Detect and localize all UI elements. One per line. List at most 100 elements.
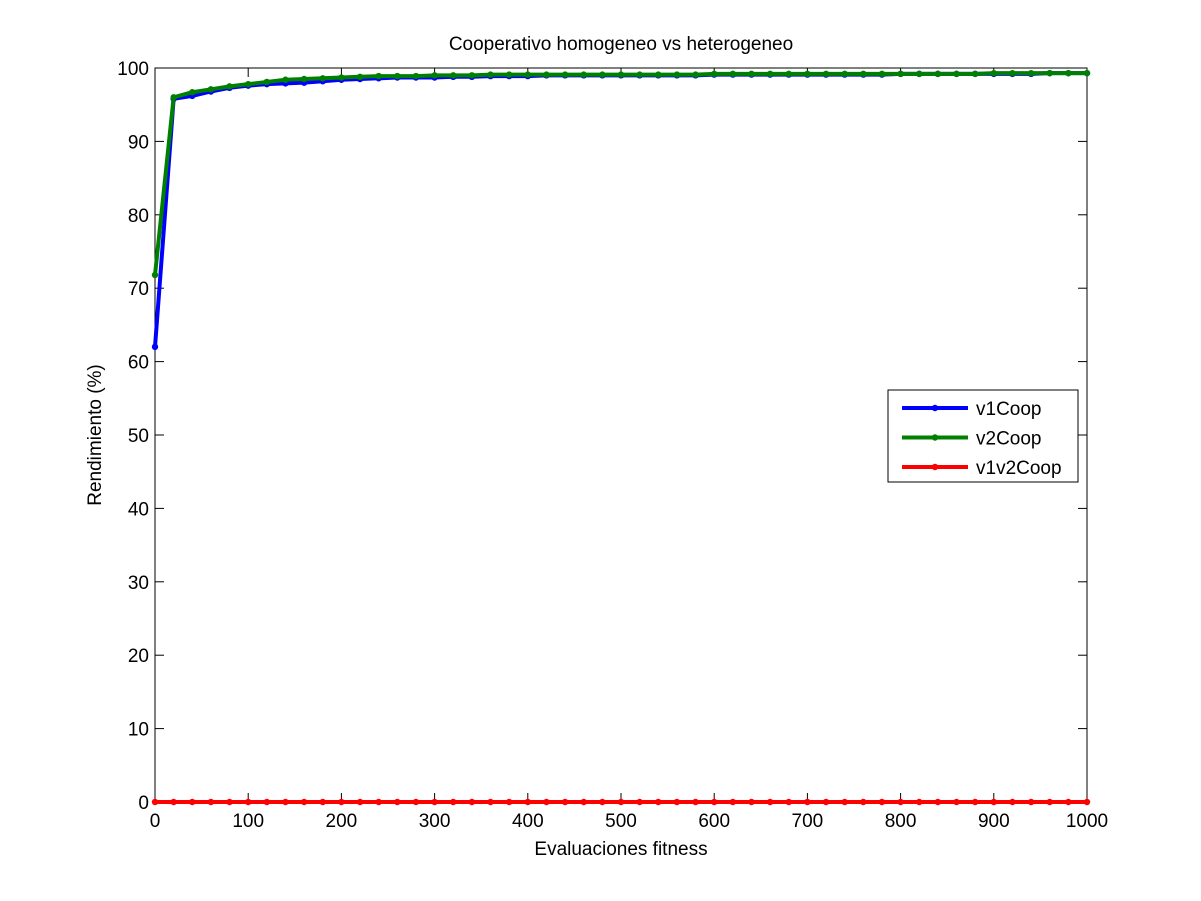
x-tick-label: 100: [232, 811, 264, 832]
data-point: [226, 83, 233, 90]
legend-item: v2Coop: [902, 429, 1042, 450]
y-tick-label: 10: [128, 720, 149, 741]
x-tick-label: 900: [978, 811, 1010, 832]
data-point: [1009, 798, 1016, 806]
data-point: [748, 70, 755, 78]
data-point: [151, 271, 159, 279]
y-tick-label: 50: [128, 426, 149, 447]
data-point: [897, 798, 904, 806]
data-point: [1027, 69, 1035, 77]
y-tick-label: 70: [128, 279, 149, 300]
y-tick-label: 40: [128, 499, 149, 520]
data-point: [1083, 798, 1091, 806]
data-point: [711, 798, 718, 806]
y-axis-label: Rendimiento (%): [85, 364, 106, 506]
legend-label: v1Coop: [976, 399, 1042, 420]
y-tick-label: 30: [128, 573, 149, 594]
data-point: [263, 78, 271, 86]
data-point: [356, 798, 364, 806]
data-point: [412, 72, 420, 80]
y-tick-label: 20: [128, 646, 149, 667]
data-point: [170, 94, 177, 101]
data-point: [356, 73, 364, 81]
data-point: [245, 80, 252, 88]
data-point: [897, 70, 904, 78]
data-point: [524, 798, 531, 806]
legend-label: v2Coop: [976, 429, 1042, 450]
data-point: [319, 798, 326, 806]
data-point: [1065, 798, 1072, 806]
data-point: [841, 798, 848, 806]
data-point: [245, 798, 252, 806]
x-tick-label: 800: [885, 811, 917, 832]
data-point: [599, 71, 606, 78]
data-point: [766, 70, 774, 78]
data-point: [226, 798, 233, 806]
data-point: [990, 798, 997, 806]
data-point: [450, 72, 457, 79]
x-tick-label: 600: [698, 811, 730, 832]
legend-marker: [931, 434, 939, 441]
data-point: [543, 798, 550, 806]
x-tick-label: 0: [150, 811, 161, 832]
data-point: [561, 71, 569, 78]
data-point: [860, 798, 867, 806]
data-point: [860, 70, 867, 78]
data-point: [487, 71, 494, 78]
data-point: [953, 798, 960, 806]
data-point: [375, 72, 382, 80]
legend-label: v1v2Coop: [976, 458, 1062, 479]
data-point: [207, 86, 215, 93]
legend: v1Coop v2Coop v1v2Coop: [887, 389, 1079, 483]
series-v2Coop: [151, 69, 1091, 279]
data-point: [505, 798, 513, 806]
legend-marker: [931, 463, 939, 471]
data-point: [971, 798, 979, 806]
data-point: [692, 71, 699, 78]
data-point: [748, 798, 755, 806]
data-point: [916, 70, 923, 78]
data-point: [729, 70, 737, 78]
data-point: [804, 798, 811, 806]
x-axis-label: Evaluaciones fitness: [534, 839, 707, 860]
data-point: [580, 798, 587, 806]
tick-labels: 0 100 200 300 400 500 600 700 800 900 1000 0 10 20 30 4…: [117, 59, 1108, 832]
data-point: [319, 75, 326, 82]
data-point: [934, 70, 942, 78]
legend-item: v1v2Coop: [902, 458, 1062, 479]
data-point: [561, 798, 569, 806]
data-point: [431, 798, 438, 806]
data-point: [412, 798, 420, 806]
x-tick-label: 700: [792, 811, 824, 832]
data-point: [375, 798, 382, 806]
x-tick-label: 500: [605, 811, 637, 832]
data-point: [1046, 798, 1053, 806]
data-point: [505, 71, 513, 78]
x-tick-label: 200: [326, 811, 358, 832]
data-point: [1065, 69, 1072, 77]
data-point: [934, 798, 942, 806]
data-point: [468, 72, 476, 79]
y-tick-label: 100: [117, 59, 149, 80]
data-point: [450, 798, 457, 806]
data-point: [878, 70, 886, 78]
y-tick-label: 90: [128, 132, 149, 153]
data-point: [953, 70, 960, 78]
data-point: [263, 798, 271, 806]
data-point: [394, 72, 401, 80]
data-point: [524, 71, 531, 78]
data-point: [394, 798, 401, 806]
y-tick-label: 80: [128, 206, 149, 227]
data-point: [300, 798, 308, 806]
x-tick-label: 400: [512, 811, 544, 832]
data-point: [151, 343, 159, 351]
y-tick-label: 60: [128, 353, 149, 374]
data-point: [822, 798, 830, 806]
data-point: [878, 798, 886, 806]
data-point: [207, 798, 215, 806]
y-tick-label: 0: [138, 793, 149, 814]
data-point: [655, 798, 662, 806]
data-point: [766, 798, 774, 806]
data-point: [282, 76, 289, 83]
series-layer: [151, 69, 1091, 806]
